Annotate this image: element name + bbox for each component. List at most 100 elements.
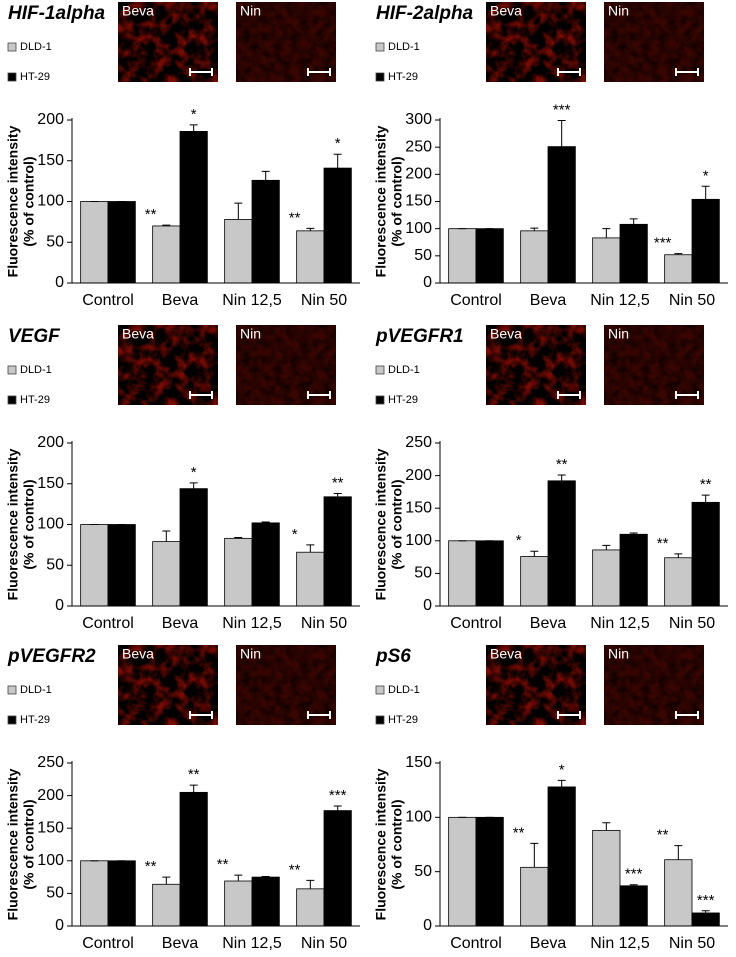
y-axis-label: (% of control) bbox=[21, 799, 37, 889]
bar bbox=[448, 816, 477, 927]
bar bbox=[547, 786, 576, 927]
y-tick-label: 50 bbox=[414, 247, 432, 264]
error-bar bbox=[333, 805, 342, 811]
y-tick-label: 150 bbox=[37, 475, 64, 492]
error-bar bbox=[530, 842, 539, 868]
bar bbox=[592, 237, 621, 284]
micrograph bbox=[236, 645, 336, 725]
bar bbox=[475, 228, 504, 284]
y-tick-label: 0 bbox=[55, 597, 64, 614]
y-tick-label: 0 bbox=[423, 917, 432, 934]
bar bbox=[251, 876, 280, 927]
bar bbox=[179, 488, 208, 607]
legend-label: DLD-1 bbox=[20, 684, 52, 696]
x-tick-label: Control bbox=[450, 935, 502, 952]
micrograph bbox=[604, 2, 704, 82]
y-tick-label: 150 bbox=[37, 152, 64, 169]
bar bbox=[323, 810, 352, 927]
micrograph bbox=[118, 2, 218, 82]
y-tick-label: 50 bbox=[414, 863, 432, 880]
error-bar bbox=[629, 532, 638, 535]
bar bbox=[520, 556, 549, 607]
x-tick-label: Nin 12,5 bbox=[590, 292, 650, 309]
bar bbox=[547, 146, 576, 284]
significance: ** bbox=[145, 858, 157, 875]
bar bbox=[224, 537, 253, 607]
significance: * bbox=[559, 761, 565, 778]
bar bbox=[448, 228, 477, 284]
legend-swatch bbox=[375, 715, 385, 725]
x-tick-label: Nin 50 bbox=[301, 935, 347, 952]
bar bbox=[179, 131, 208, 284]
error-bar bbox=[333, 153, 342, 169]
x-tick-label: Nin 50 bbox=[301, 292, 347, 309]
bar bbox=[664, 254, 693, 284]
bar bbox=[592, 549, 621, 607]
y-tick-label: 100 bbox=[37, 193, 64, 210]
legend-label: DLD-1 bbox=[20, 41, 52, 53]
y-axis-label: Fluorescence intensity bbox=[5, 125, 21, 277]
bar bbox=[547, 480, 576, 607]
x-tick-label: Beva bbox=[162, 615, 199, 632]
x-tick-label: Nin 12,5 bbox=[590, 935, 650, 952]
bar bbox=[691, 198, 720, 284]
panel-title: pVEGFR1 bbox=[375, 326, 464, 347]
significance: ** bbox=[513, 824, 525, 841]
significance: *** bbox=[329, 787, 347, 804]
x-tick-label: Beva bbox=[162, 292, 199, 309]
error-bar bbox=[333, 493, 342, 497]
image-label: Nin bbox=[240, 646, 261, 662]
image-label: Beva bbox=[122, 3, 154, 19]
significance: * bbox=[703, 167, 709, 184]
legend-label: HT-29 bbox=[20, 394, 50, 406]
image-label: Beva bbox=[490, 646, 522, 662]
legend-swatch bbox=[7, 395, 17, 405]
x-tick-label: Control bbox=[82, 935, 134, 952]
y-axis-label: Fluorescence intensity bbox=[373, 768, 389, 920]
y-tick-label: 0 bbox=[55, 274, 64, 291]
error-bar bbox=[261, 521, 270, 523]
micrograph bbox=[118, 325, 218, 405]
bar bbox=[80, 860, 109, 927]
bar bbox=[296, 888, 325, 927]
y-axis-label: (% of control) bbox=[21, 479, 37, 569]
y-tick-label: 200 bbox=[405, 467, 432, 484]
y-tick-label: 150 bbox=[405, 754, 432, 771]
scale-bar bbox=[307, 68, 331, 76]
micrograph bbox=[118, 645, 218, 725]
panel-title: VEGF bbox=[8, 326, 61, 347]
error-bar bbox=[234, 202, 243, 220]
y-axis-label: (% of control) bbox=[389, 479, 405, 569]
panel-title: HIF-1alpha bbox=[8, 3, 106, 24]
y-tick-label: 50 bbox=[46, 556, 64, 573]
error-bar bbox=[701, 494, 710, 503]
micrograph bbox=[486, 325, 586, 405]
legend-swatch bbox=[7, 72, 17, 82]
error-bar bbox=[189, 124, 198, 132]
error-bar bbox=[557, 474, 566, 481]
significance: ** bbox=[556, 456, 568, 473]
bar bbox=[619, 885, 648, 927]
image-label: Beva bbox=[490, 326, 522, 342]
y-tick-label: 200 bbox=[37, 111, 64, 128]
error-bar bbox=[629, 218, 638, 225]
significance: ** bbox=[289, 209, 301, 226]
image-label: Beva bbox=[122, 326, 154, 342]
bar bbox=[296, 230, 325, 284]
y-tick-label: 150 bbox=[37, 819, 64, 836]
y-tick-label: 150 bbox=[405, 499, 432, 516]
x-tick-label: Control bbox=[450, 292, 502, 309]
y-axis-label: (% of control) bbox=[389, 156, 405, 246]
y-axis-label: Fluorescence intensity bbox=[5, 448, 21, 600]
significance: *** bbox=[553, 102, 571, 119]
legend-swatch bbox=[7, 715, 17, 725]
scale-bar bbox=[307, 711, 331, 719]
bar bbox=[619, 533, 648, 607]
bar bbox=[475, 816, 504, 927]
image-label: Beva bbox=[122, 646, 154, 662]
scale-bar bbox=[189, 68, 213, 76]
y-tick-label: 250 bbox=[405, 138, 432, 155]
error-bar bbox=[674, 253, 683, 255]
bar bbox=[664, 557, 693, 607]
